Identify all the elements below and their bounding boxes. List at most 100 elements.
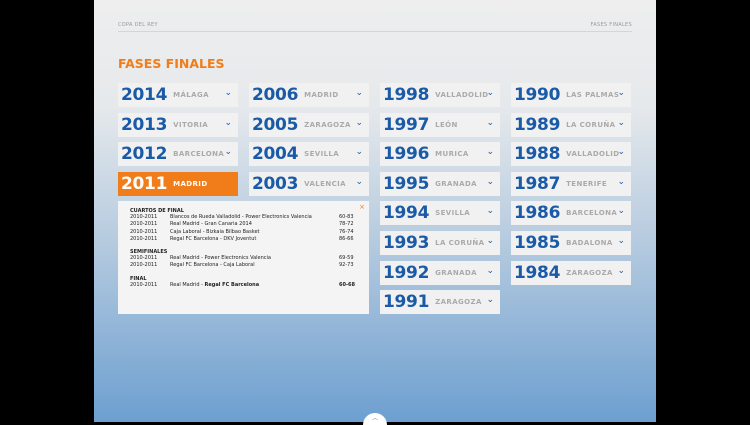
year-card-1991[interactable]: 1991 ZARAGOZA ⌄ (380, 290, 500, 315)
year-card-1987[interactable]: 1987 TENERIFE ⌄ (511, 171, 631, 196)
chevron-down-icon: ⌄ (355, 88, 363, 98)
year-card-1985[interactable]: 1985 BADALONA ⌄ (511, 231, 631, 255)
city: MURICA (435, 150, 469, 159)
city: MÁLAGA (173, 91, 209, 99)
year-card-1989[interactable]: 1989 LA CORUÑA ⌄ (511, 112, 631, 137)
year: 1997 (383, 114, 430, 135)
year-card-2006[interactable]: 2006 MADRID ⌄ (249, 83, 369, 107)
score: 60-83 (339, 214, 354, 220)
match-row: 2010-2011 Real Madrid - Gran Canaria 2014… (130, 221, 357, 228)
year-card-1993[interactable]: 1993 LA CORUÑA ⌄ (380, 231, 500, 255)
year-card-2004[interactable]: 2004 SEVILLA ⌄ (249, 142, 369, 167)
year-card-2005[interactable]: 2005 ZARAGOZA ⌄ (249, 112, 369, 137)
city: GRANADA (435, 268, 477, 277)
detail-panel: × CUARTOS DE FINAL 2010-2011 Blancos de Ru… (118, 201, 369, 314)
year: 1992 (383, 262, 430, 283)
pull-up-handle[interactable]: ︿ (363, 413, 387, 425)
year: 2005 (252, 114, 299, 135)
year: 1989 (514, 114, 561, 135)
match: Blancos de Rueda Valladolid - Power Elec… (170, 214, 339, 221)
city: GRANADA (435, 179, 477, 188)
match-teams: Regal FC Barcelona - DKV Joventut (170, 235, 257, 242)
chevron-down-icon: ⌄ (617, 236, 625, 246)
city: SEVILLA (435, 209, 471, 218)
year-card-2003[interactable]: 2003 VALENCIA ⌄ (249, 171, 369, 196)
section-title: SEMIFINALES (130, 249, 168, 256)
year: 2014 (121, 85, 168, 105)
year-card-2013[interactable]: 2013 VITORIA ⌄ (118, 112, 238, 137)
year-card-1996[interactable]: 1996 MURICA ⌄ (380, 142, 500, 167)
year-card-1988[interactable]: 1988 VALLADOLID ⌄ (511, 142, 631, 167)
match-row: 2010-2011 Blancos de Rueda Valladolid - P… (130, 214, 357, 221)
city: VALLADOLID (566, 150, 620, 159)
chevron-down-icon: ⌄ (355, 176, 363, 187)
match: Regal FC Barcelona - DKV Joventut (170, 236, 339, 243)
city: MADRID (304, 91, 339, 99)
year: 1995 (383, 173, 430, 194)
section-title: CUARTOS DE FINAL (130, 208, 184, 214)
chevron-down-icon: ⌄ (486, 88, 494, 98)
breadcrumb-left: COPA DEL REY (118, 22, 158, 28)
year-card-2014[interactable]: 2014 MÁLAGA ⌄ (118, 83, 238, 107)
match-row: 2010-2011 Real Madrid - Power Electronics… (130, 255, 357, 262)
match: Real Madrid - Gran Canaria 2014 (170, 221, 339, 228)
year-card-2012[interactable]: 2012 BARCELONA ⌄ (118, 142, 238, 167)
match-teams: Regal FC Barcelona - Caja Laboral (170, 262, 255, 269)
chevron-down-icon: ⌄ (617, 117, 625, 128)
match-row: 2010-2011 Regal FC Barcelona - DKV Jovent… (130, 236, 357, 243)
city: LA CORUÑA (566, 120, 616, 129)
season: 2010-2011 (130, 214, 158, 220)
chevron-down-icon: ⌄ (224, 88, 232, 98)
year-card-1992[interactable]: 1992 GRANADA ⌄ (380, 260, 500, 285)
chevron-down-icon: ⌄ (617, 265, 625, 276)
year: 2012 (121, 144, 168, 165)
year-card-1997[interactable]: 1997 LEÓN ⌄ (380, 112, 500, 137)
city: MADRID (173, 179, 208, 188)
year: 1990 (514, 85, 561, 105)
year: 2011 (121, 173, 168, 194)
match-row: 2010-2011 Regal FC Barcelona - Caja Labor… (130, 262, 357, 269)
score: 60-68 (339, 281, 355, 288)
match-teams: Blancos de Rueda Valladolid - Power Elec… (170, 214, 312, 220)
chevron-down-icon: ⌄ (486, 206, 494, 217)
city: TENERIFE (566, 179, 608, 188)
match-row: 2010-2011 Real Madrid - Regal FC Barcelon… (130, 282, 357, 289)
close-icon[interactable]: × (359, 203, 365, 211)
year-card-1994[interactable]: 1994 SEVILLA ⌄ (380, 201, 500, 226)
city: BARCELONA (173, 150, 225, 159)
year: 1987 (514, 173, 561, 194)
chevron-down-icon: ⌄ (486, 295, 494, 306)
score: 78-72 (339, 221, 354, 228)
city: BADALONA (566, 239, 613, 247)
city: VITORIA (173, 120, 209, 129)
chevron-down-icon: ⌄ (617, 206, 625, 217)
chevron-down-icon: ⌄ (486, 147, 494, 158)
year-card-1986[interactable]: 1986 BARCELONA ⌄ (511, 201, 631, 226)
chevron-down-icon: ⌄ (617, 176, 625, 187)
season: 2010-2011 (130, 255, 158, 262)
year: 1984 (514, 262, 561, 283)
year: 1998 (383, 85, 430, 105)
year: 1993 (383, 233, 430, 253)
year-card-1998[interactable]: 1998 VALLADOLID ⌄ (380, 83, 500, 107)
chevron-down-icon: ⌄ (486, 265, 494, 276)
year-card-2011[interactable]: 2011 MADRID (118, 171, 238, 196)
year: 1994 (383, 203, 430, 224)
season: 2010-2011 (130, 281, 158, 288)
season: 2010-2011 (130, 235, 158, 242)
year-card-1990[interactable]: 1990 LAS PALMAS ⌄ (511, 83, 631, 107)
chevron-down-icon: ⌄ (224, 117, 232, 128)
city: ZARAGOZA (304, 120, 351, 129)
section-title: FINAL (130, 275, 147, 282)
year-card-1984[interactable]: 1984 ZARAGOZA ⌄ (511, 260, 631, 285)
chevron-down-icon: ⌄ (355, 147, 363, 158)
city: LAS PALMAS (566, 91, 620, 99)
score: 76-74 (339, 228, 354, 235)
year-card-1995[interactable]: 1995 GRANADA ⌄ (380, 171, 500, 196)
city: ZARAGOZA (566, 268, 613, 277)
match-row: 2010-2011 Caja Laboral - Bizkaia Bilbao B… (130, 229, 357, 236)
city: ZARAGOZA (435, 298, 482, 307)
match: Real Madrid - Regal FC Barcelona (170, 282, 339, 289)
main-panel: COPA DEL REY FASES FINALES FASES FINALES… (94, 0, 656, 425)
year: 1996 (383, 144, 430, 165)
